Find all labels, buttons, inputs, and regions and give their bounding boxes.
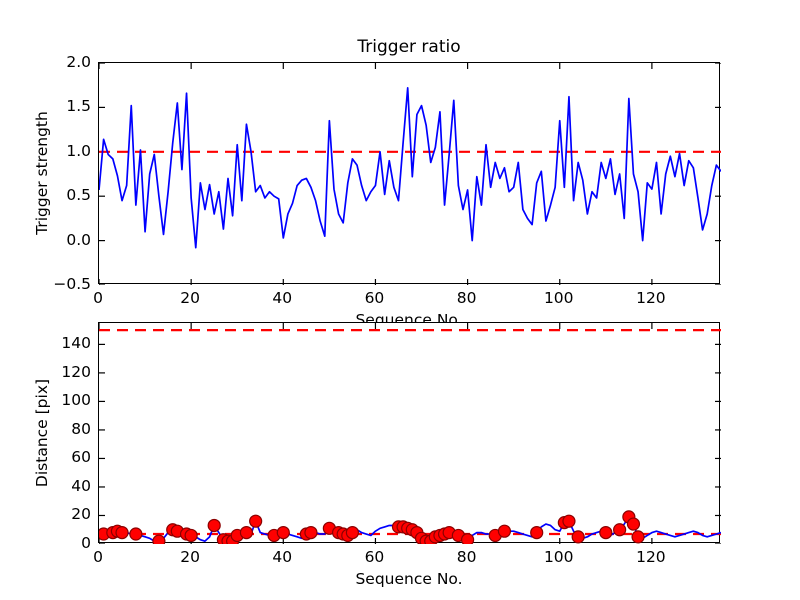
plot-frame-bottom [98, 322, 721, 544]
x-tick-label: 0 [93, 548, 103, 566]
x-tick-label: 20 [180, 548, 201, 566]
x-tick-label: 0 [93, 289, 103, 307]
y-tick-label: 2.0 [66, 53, 91, 71]
x-tick-label: 120 [636, 289, 666, 307]
y-tick-label: −0.5 [53, 275, 91, 293]
y-tick-label: 140 [61, 334, 91, 353]
y-tick-label: 1.5 [66, 97, 91, 116]
chart-title: Trigger ratio [357, 37, 461, 57]
y-tick-label: 0 [81, 534, 91, 552]
x-tick-label: 40 [272, 548, 293, 566]
plot-area-bottom [99, 323, 721, 544]
y-tick-label: 1.0 [66, 141, 91, 160]
x-tick-label: 100 [543, 548, 574, 566]
y-tick-label: 120 [61, 362, 91, 381]
x-tick-label: 40 [272, 289, 293, 307]
x-axis-label-bottom: Sequence No. [355, 570, 463, 588]
x-tick-label: 60 [364, 289, 385, 307]
x-tick-label: 60 [364, 548, 385, 566]
y-tick-label: 0.0 [66, 230, 91, 249]
plot-area-top [99, 63, 721, 285]
plot-frame-top [98, 62, 721, 285]
x-tick-label: 120 [636, 548, 666, 566]
y-axis-label-bottom: Distance [pix] [33, 378, 51, 487]
x-tick-label: 20 [180, 289, 201, 307]
y-tick-label: 60 [71, 448, 91, 467]
y-tick-label: 80 [71, 419, 91, 438]
y-tick-label: 40 [71, 476, 91, 495]
y-tick-label: 0.5 [66, 186, 91, 205]
x-tick-label: 80 [456, 289, 477, 307]
x-tick-label: 80 [456, 548, 477, 566]
x-tick-label: 100 [543, 289, 574, 307]
y-tick-label: 20 [71, 505, 91, 524]
y-tick-label: 100 [61, 391, 91, 410]
